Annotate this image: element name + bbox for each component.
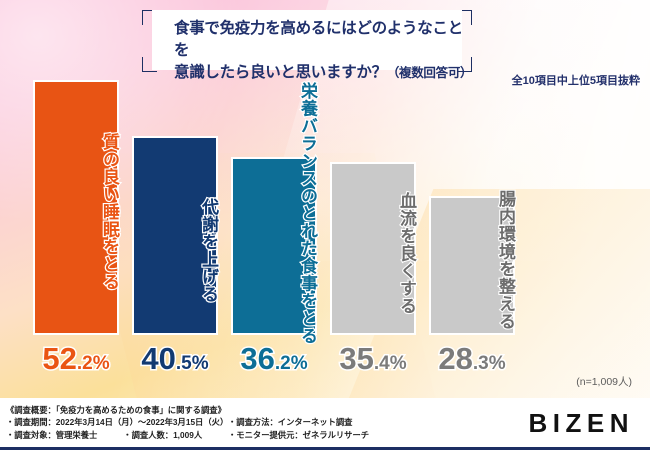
- bar-label-2: 代謝を上げる: [198, 197, 219, 304]
- bar-value-dec-1: .2%: [75, 353, 111, 375]
- bar-rect-4[interactable]: [330, 162, 416, 335]
- bar-label-3: 栄養バランスのとれた食事をとる: [297, 81, 318, 346]
- bar-value-2: 40.5%: [132, 341, 218, 376]
- bar-label-5: 腸内環境を整える: [495, 189, 516, 331]
- corner-bracket-bottom-left: [142, 57, 157, 72]
- question-frame: 食事で免疫力を高めるにはどのようなことを意識したら良いと思いますか？（複数回答可…: [142, 10, 473, 81]
- bar-group-2: 代謝を上げる 40.5%: [132, 136, 219, 376]
- bar-rect-2[interactable]: [132, 136, 218, 335]
- excerpt-note: 全10項目中上位5項目抜粋: [511, 75, 640, 87]
- survey-details: 《調査概要：「免疫力を高めるための食事」に関する調査》 ・調査期間：2022年3…: [6, 404, 436, 441]
- question-text: 食事で免疫力を高めるにはどのようなことを意識したら良いと思いますか？（複数回答可…: [174, 18, 474, 84]
- survey-detail-row-1: ・調査期間：2022年3月14日（月）〜2022年3月15日（火） ・調査方法：…: [6, 416, 436, 428]
- survey-period: ・調査期間：2022年3月14日（月）〜2022年3月15日（火）: [6, 417, 229, 428]
- bar-value-3: 36.2%: [231, 341, 317, 376]
- bar-value-5: 28.3%: [429, 341, 515, 376]
- bar-group-5: 腸内環境を整える 28.3%: [429, 189, 516, 376]
- bar-value-int-1: 52: [41, 341, 79, 376]
- survey-provider: ・モニター提供元：ゼネラルリサーチ: [228, 429, 370, 440]
- survey-detail-row-2: ・調査対象：管理栄養士 ・調査人数：1,009人 ・モニター提供元：ゼネラルリサ…: [6, 429, 436, 441]
- bar-value-int-4: 35: [338, 341, 376, 376]
- bar-group-3: 栄養バランスのとれた食事をとる 36.2%: [231, 81, 318, 376]
- brand-logo: BIZEN: [528, 408, 634, 438]
- footer-bar: 《調査概要：「免疫力を高めるための食事」に関する調査》 ・調査期間：2022年3…: [0, 398, 650, 450]
- bar-value-int-3: 36: [239, 341, 277, 376]
- survey-overview: 《調査概要：「免疫力を高めるための食事」に関する調査》: [6, 405, 226, 415]
- bar-value-dec-4: .4%: [372, 353, 408, 375]
- survey-target-count: ・調査対象：管理栄養士 ・調査人数：1,009人: [6, 429, 228, 441]
- bar-group-1: 質の良い睡眠をとる 52.2%: [33, 80, 120, 376]
- bar-value-4: 35.4%: [330, 341, 416, 376]
- bar-label-4: 血流を良くする: [396, 191, 417, 316]
- survey-count: ・調査人数：1,009人: [123, 429, 203, 440]
- corner-bracket-top-right: [457, 10, 472, 25]
- question-suffix: （複数回答可）: [386, 66, 473, 80]
- bar-label-1: 質の良い睡眠をとる: [99, 132, 120, 292]
- bar-rect-3[interactable]: [231, 157, 317, 335]
- bar-value-dec-3: .2%: [273, 353, 309, 375]
- question-line-1: 食事で免疫力を高めるにはどのようなことを: [174, 20, 463, 59]
- corner-bracket-top-left: [142, 10, 157, 25]
- bar-group-4: 血流を良くする 35.4%: [330, 162, 417, 376]
- survey-target: ・調査対象：管理栄養士: [6, 429, 98, 440]
- bar-rect-5[interactable]: [429, 196, 515, 335]
- question-line-2: 意識したら良いと思いますか？: [174, 64, 387, 81]
- question-box: 食事で免疫力を高めるにはどのようなことを意識したら良いと思いますか？（複数回答可…: [152, 10, 473, 81]
- bar-value-dec-2: .5%: [174, 353, 210, 375]
- bar-value-1: 52.2%: [33, 341, 119, 376]
- bar-value-int-2: 40: [140, 341, 178, 376]
- survey-method: ・調査方法：インターネット調査: [228, 417, 353, 428]
- sample-size-note: (n=1,009人): [576, 376, 632, 388]
- bar-value-int-5: 28: [437, 341, 475, 376]
- corner-bracket-bottom-right: [457, 57, 472, 72]
- bar-value-dec-5: .3%: [471, 353, 507, 375]
- bar-rect-1[interactable]: [33, 80, 119, 335]
